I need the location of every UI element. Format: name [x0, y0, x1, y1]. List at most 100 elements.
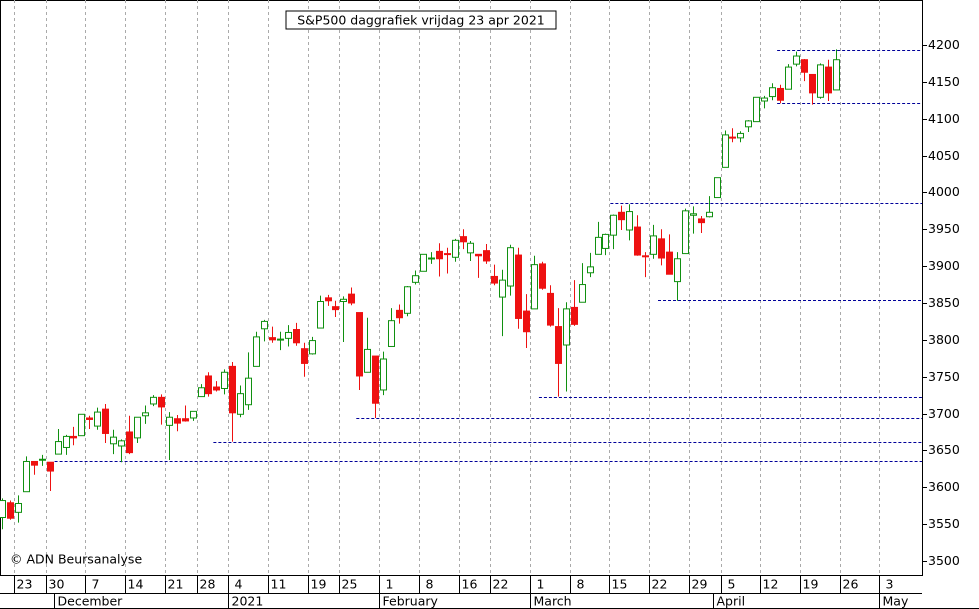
candle-body	[737, 132, 744, 139]
candle-body	[309, 340, 316, 355]
candle-body	[126, 431, 133, 454]
month-label: May	[883, 594, 909, 609]
candle-body	[63, 435, 70, 448]
candle-body	[579, 284, 586, 303]
copyright: © ADN Beursanalyse	[10, 552, 142, 567]
candle-body	[261, 320, 268, 330]
candle-body	[396, 309, 403, 319]
candle-body	[801, 59, 808, 73]
candle-body	[452, 239, 459, 258]
candle-body	[642, 255, 649, 258]
candle-body	[325, 297, 332, 302]
x-tick-label: 12	[763, 577, 779, 592]
candle-body	[55, 441, 62, 455]
month-label: December	[58, 594, 124, 609]
month-label: 2021	[232, 594, 264, 609]
candle-body	[31, 460, 38, 466]
y-tick-label: 4100	[928, 111, 960, 126]
candle-body	[634, 226, 641, 256]
candle-body	[499, 279, 506, 298]
candle-body	[94, 411, 101, 427]
candle-body	[618, 211, 625, 221]
candle-body	[650, 235, 657, 255]
candle-body	[563, 308, 570, 346]
candle-body	[412, 275, 419, 283]
candle-body	[825, 66, 832, 94]
candle-body	[364, 348, 371, 373]
candle-body	[332, 306, 339, 311]
y-tick-label: 3700	[928, 406, 960, 421]
candle-body	[388, 320, 395, 347]
x-tick-label: 8	[577, 577, 585, 592]
y-tick-label: 3550	[928, 516, 960, 531]
candle-body	[475, 253, 482, 257]
candle-body	[150, 396, 157, 405]
candle-body	[404, 286, 411, 314]
candle-body	[531, 264, 538, 310]
candle-body	[587, 266, 594, 274]
x-tick-label: 1	[386, 577, 394, 592]
x-tick-label: 25	[342, 577, 358, 592]
candle-body	[507, 247, 514, 287]
x-tick-label: 19	[311, 577, 327, 592]
candle-body	[253, 336, 260, 367]
candle-body	[753, 96, 760, 123]
x-tick-label: 23	[17, 577, 33, 592]
candle-body	[729, 136, 736, 139]
x-tick-label: 4	[235, 577, 243, 592]
candle-body	[23, 460, 30, 493]
candle-body	[245, 377, 252, 406]
candle-body	[142, 412, 149, 417]
candle-body	[166, 416, 173, 426]
x-tick-label: 11	[271, 577, 287, 592]
candle-body	[460, 236, 467, 243]
candle-body	[205, 375, 212, 395]
candle-body	[571, 306, 578, 325]
candle-body	[380, 358, 387, 391]
candle-body	[182, 418, 189, 422]
y-tick-label: 3500	[928, 553, 960, 568]
x-tick-label: 22	[493, 577, 509, 592]
candle-body	[317, 301, 324, 329]
candle-body	[626, 211, 633, 231]
candle-body	[158, 396, 165, 408]
x-tick-label: 1	[537, 577, 545, 592]
y-tick-label: 3900	[928, 258, 960, 273]
x-tick-label: 29	[692, 577, 708, 592]
candle-body	[658, 238, 665, 259]
candle-body	[547, 292, 554, 326]
y-tick-label: 3600	[928, 479, 960, 494]
candle-body	[356, 312, 363, 377]
candle-body	[229, 365, 236, 414]
candle-body	[86, 417, 93, 420]
candle-body	[221, 371, 228, 389]
plot-frame	[0, 0, 923, 576]
candle-body	[190, 410, 197, 419]
x-tick-label: 30	[49, 577, 65, 592]
y-tick-label: 3750	[928, 369, 960, 384]
candle-body	[761, 97, 768, 102]
x-tick-label: 26	[843, 577, 859, 592]
candle-body	[785, 66, 792, 90]
candle-body	[483, 250, 490, 262]
candle-body	[706, 211, 713, 218]
candle-body	[134, 416, 141, 439]
candle-body	[722, 134, 729, 168]
x-tick-label: 7	[92, 577, 100, 592]
month-label: April	[717, 594, 746, 609]
y-tick-label: 4150	[928, 74, 960, 89]
candle-body	[285, 331, 292, 339]
y-tick-label: 4000	[928, 184, 960, 199]
candle-body	[745, 120, 752, 128]
candle-body	[213, 386, 220, 391]
candle-body	[70, 435, 77, 439]
candle-body	[539, 263, 546, 289]
candle-body	[301, 348, 308, 364]
candle-body	[555, 326, 562, 364]
x-tick-label: 14	[128, 577, 144, 592]
candle-body	[674, 258, 681, 283]
candle-body	[340, 298, 347, 303]
candle-body	[777, 87, 784, 101]
candle-body	[428, 257, 435, 260]
